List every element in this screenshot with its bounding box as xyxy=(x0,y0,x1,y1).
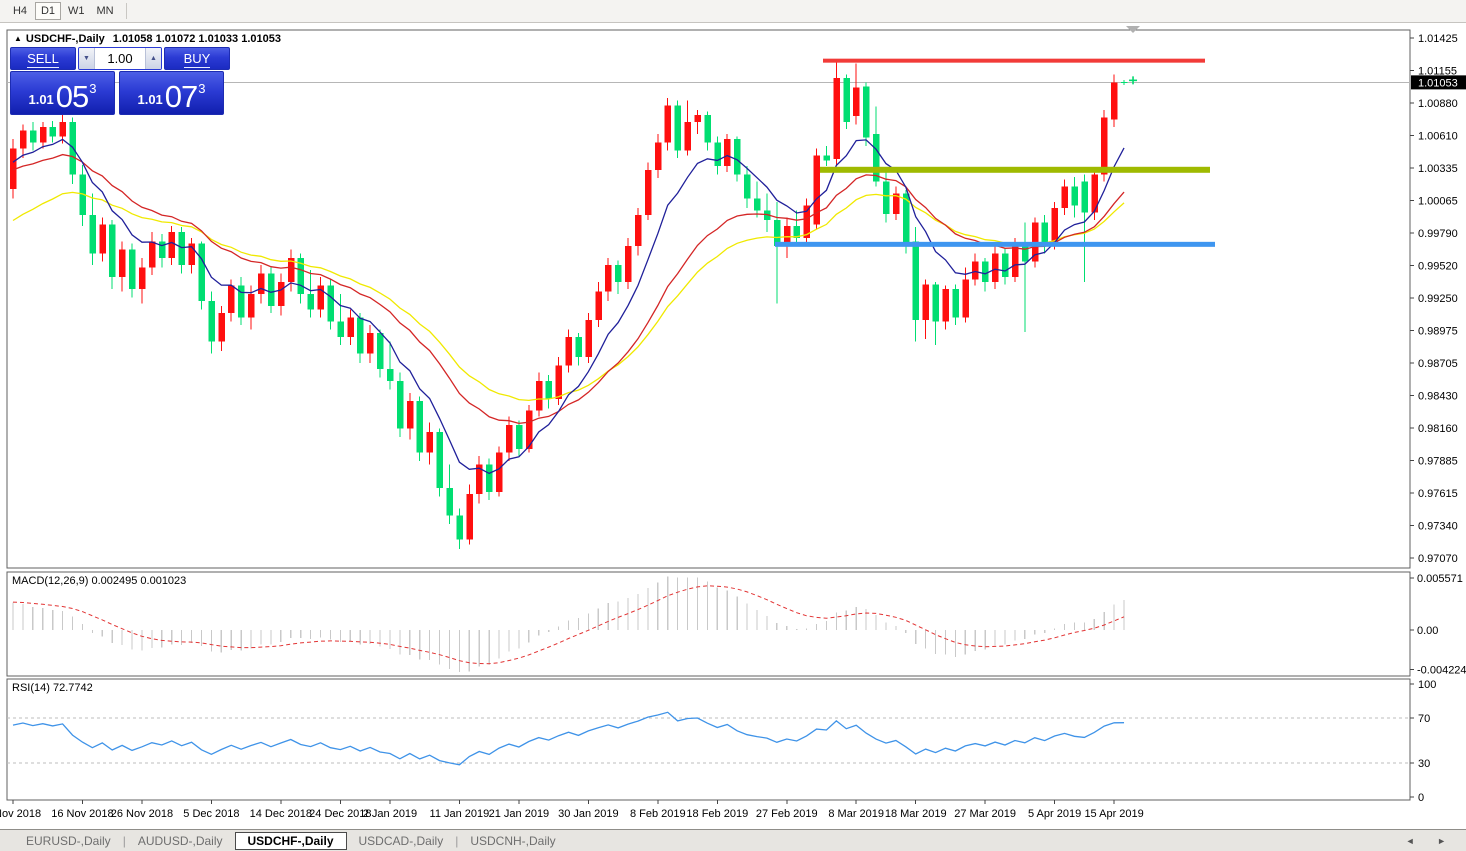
bid-price-display: 1.01 05 3 xyxy=(10,71,115,115)
timeframe-button-mn[interactable]: MN xyxy=(92,2,119,20)
candlesticks xyxy=(10,60,1128,550)
svg-text:8 Feb 2019: 8 Feb 2019 xyxy=(630,808,686,820)
chart-ohlc-values: 1.01058 1.01072 1.01033 1.01053 xyxy=(112,33,281,45)
price-axis: 1.01425 1.01155 1.00880 1.00610 1.00335 1.000… xyxy=(1410,33,1466,804)
rsi-line xyxy=(12,711,1125,766)
timeframe-button-w1[interactable]: W1 xyxy=(63,2,90,20)
svg-text:1.00065: 1.00065 xyxy=(1418,196,1458,208)
timeframe-button-h4[interactable]: H4 xyxy=(7,2,33,20)
svg-text:16 Nov 2018: 16 Nov 2018 xyxy=(51,808,113,820)
svg-text:18 Feb 2019: 18 Feb 2019 xyxy=(686,808,748,820)
svg-text:0.99520: 0.99520 xyxy=(1418,261,1458,273)
tab-scroll-right-icon[interactable]: ► xyxy=(1437,836,1456,846)
svg-text:30 Jan 2019: 30 Jan 2019 xyxy=(558,808,619,820)
volume-decrease-icon[interactable]: ▼ xyxy=(79,48,95,69)
svg-text:0: 0 xyxy=(1418,792,1424,804)
svg-text:24 Dec 2018: 24 Dec 2018 xyxy=(309,808,371,820)
tab-divider: | xyxy=(455,834,459,848)
svg-text:0.98975: 0.98975 xyxy=(1418,326,1458,338)
svg-text:0.97615: 0.97615 xyxy=(1418,488,1458,500)
svg-text:1.00880: 1.00880 xyxy=(1418,98,1458,110)
chart-tabs: EURUSD-,Daily | AUDUSD-,Daily USDCHF-,Daily… xyxy=(14,832,568,850)
svg-text:26 Nov 2018: 26 Nov 2018 xyxy=(111,808,173,820)
svg-text:5 Apr 2019: 5 Apr 2019 xyxy=(1028,808,1081,820)
svg-text:0.99250: 0.99250 xyxy=(1418,293,1458,305)
svg-text:0.97340: 0.97340 xyxy=(1418,521,1458,533)
tab-usdcad[interactable]: USDCAD-,Daily xyxy=(358,834,444,848)
moving-average-line xyxy=(12,191,1125,402)
macd-histogram xyxy=(12,576,1125,672)
svg-text:11 Jan 2019: 11 Jan 2019 xyxy=(430,808,490,820)
moving-average-line xyxy=(12,153,1125,425)
svg-text:70: 70 xyxy=(1418,713,1430,725)
support-ray-blue xyxy=(775,241,1215,247)
timeframe-toolbar: H4 D1 W1 MN xyxy=(0,0,1466,23)
macd-signal-line xyxy=(12,585,1125,665)
ask-price-display: 1.01 07 3 xyxy=(119,71,224,115)
svg-text:0.98430: 0.98430 xyxy=(1418,391,1458,403)
macd-indicator-label: MACD(12,26,9) 0.002495 0.001023 xyxy=(12,575,187,587)
current-price-tag: 1.01053 xyxy=(1418,77,1458,89)
svg-text:18 Mar 2019: 18 Mar 2019 xyxy=(885,808,947,820)
toolbar-separator xyxy=(125,3,127,19)
tab-eurusd[interactable]: EURUSD-,Daily xyxy=(26,834,111,848)
svg-text:0.98705: 0.98705 xyxy=(1418,358,1458,370)
svg-text:8 Mar 2019: 8 Mar 2019 xyxy=(828,808,884,820)
volume-increase-icon[interactable]: ▲ xyxy=(145,48,161,69)
tab-usdchf[interactable]: USDCHF-,Daily xyxy=(234,832,347,850)
svg-text:0.97070: 0.97070 xyxy=(1418,553,1458,565)
one-click-trading-panel: SELL ▼ 1.00 ▲ BUY 1.01 05 3 1.01 07 3 xyxy=(10,47,230,115)
svg-text:5 Dec 2018: 5 Dec 2018 xyxy=(183,808,239,820)
chart-shift-icon xyxy=(1126,26,1140,33)
svg-text:-0.004224: -0.004224 xyxy=(1417,664,1466,676)
svg-text:21 Jan 2019: 21 Jan 2019 xyxy=(489,808,550,820)
chart-tab-bar: EURUSD-,Daily | AUDUSD-,Daily USDCHF-,Daily… xyxy=(0,829,1466,851)
sell-button[interactable]: SELL xyxy=(10,47,76,70)
timeframe-button-d1[interactable]: D1 xyxy=(35,2,61,20)
chart-symbol-label: USDCHF-,Daily xyxy=(25,33,105,45)
resistance-ray-red xyxy=(823,58,1205,63)
svg-text:0.97885: 0.97885 xyxy=(1418,456,1458,468)
svg-text:0.00: 0.00 xyxy=(1417,625,1438,637)
svg-text:30: 30 xyxy=(1418,758,1430,770)
tab-usdcnh[interactable]: USDCNH-,Daily xyxy=(470,834,556,848)
svg-text:0.005571: 0.005571 xyxy=(1417,573,1463,585)
symbol-collapse-icon[interactable]: ▲ xyxy=(14,34,22,43)
tab-scroll-left-icon[interactable]: ◄ xyxy=(1405,836,1425,846)
svg-text:7 Nov 2018: 7 Nov 2018 xyxy=(0,808,41,820)
svg-text:1.00610: 1.00610 xyxy=(1418,131,1458,143)
svg-text:27 Feb 2019: 27 Feb 2019 xyxy=(756,808,818,820)
moving-average-line xyxy=(12,138,1125,475)
svg-text:27 Mar 2019: 27 Mar 2019 xyxy=(954,808,1016,820)
chart-title: ▲ USDCHF-,Daily 1.01058 1.01072 1.01033 1.… xyxy=(14,33,281,45)
timeframe-buttons: H4 D1 W1 MN xyxy=(6,2,120,20)
tab-scroll-arrows: ◄ ► xyxy=(1406,836,1456,846)
tab-divider: | xyxy=(122,834,126,848)
volume-input[interactable]: 1.00 xyxy=(107,51,133,66)
svg-text:1.01425: 1.01425 xyxy=(1418,33,1458,45)
svg-text:1.01155: 1.01155 xyxy=(1418,66,1457,78)
svg-text:0.99790: 0.99790 xyxy=(1418,228,1458,240)
svg-text:14 Dec 2018: 14 Dec 2018 xyxy=(250,808,312,820)
svg-text:1.00335: 1.00335 xyxy=(1418,163,1458,175)
svg-text:100: 100 xyxy=(1418,679,1436,691)
svg-text:15 Apr 2019: 15 Apr 2019 xyxy=(1084,808,1143,820)
svg-text:0.98160: 0.98160 xyxy=(1418,423,1458,435)
support-ray-olive xyxy=(820,166,1210,173)
rsi-indicator-label: RSI(14) 72.7742 xyxy=(12,682,93,694)
svg-text:2 Jan 2019: 2 Jan 2019 xyxy=(363,808,417,820)
tab-audusd[interactable]: AUDUSD-,Daily xyxy=(137,834,223,848)
buy-button[interactable]: BUY xyxy=(164,47,230,70)
volume-stepper: ▼ 1.00 ▲ xyxy=(78,47,162,70)
